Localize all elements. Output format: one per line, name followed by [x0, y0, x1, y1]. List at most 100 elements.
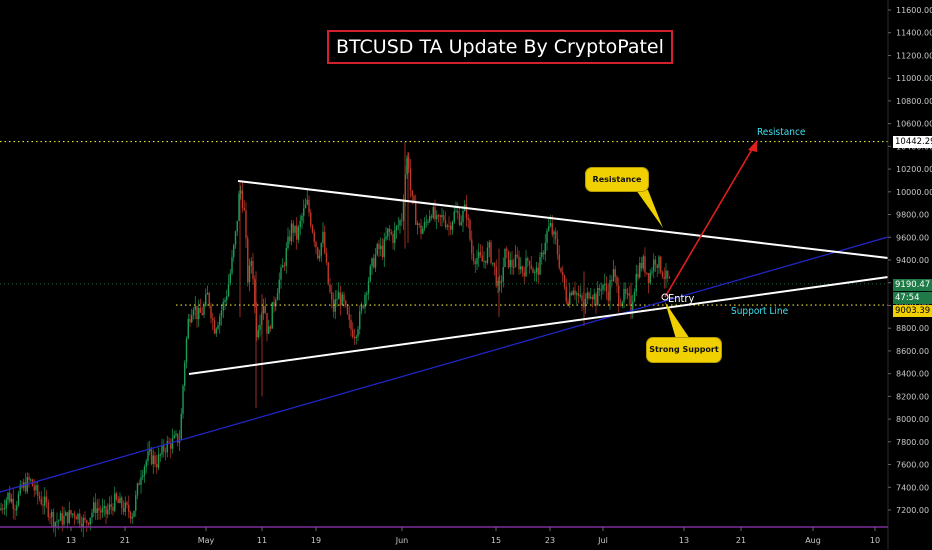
candle-body [72, 513, 74, 515]
candle-body [19, 484, 21, 494]
candle-body [395, 226, 398, 230]
candle-body [268, 326, 270, 334]
candle-body [535, 267, 538, 273]
candle-body [420, 224, 422, 234]
candle-body [227, 283, 230, 297]
resistance-trendline [237, 180, 889, 259]
candle-body [432, 207, 434, 218]
candle-body [500, 281, 503, 283]
candle-body [3, 508, 6, 510]
candle-body [511, 259, 513, 268]
candle-body [320, 243, 322, 256]
candle-body [625, 289, 627, 294]
candle-body [635, 273, 637, 292]
candle-body [103, 506, 105, 508]
candle-body [439, 215, 441, 218]
x-tick-label: May [198, 536, 215, 545]
candle-body [33, 486, 35, 491]
candle-body [348, 313, 350, 320]
candle-body [164, 451, 167, 453]
candle-body [317, 247, 319, 259]
candle-body [234, 231, 237, 245]
y-tick-label: 10800.00 [896, 97, 932, 106]
candle-body [96, 508, 98, 514]
candle-body [574, 290, 576, 295]
candle-body [63, 515, 65, 525]
y-tick-label: 9600.00 [896, 233, 929, 242]
candle-body [604, 283, 606, 285]
candle-body [184, 362, 186, 386]
candle-body [327, 262, 329, 285]
candle-body [236, 220, 238, 232]
candle-body [509, 259, 511, 268]
x-tick-label: 11 [257, 536, 267, 545]
candle-body [84, 517, 86, 521]
candle-body [423, 222, 426, 229]
candle-body [254, 279, 256, 307]
level-bottom-badge: 9003.39 [893, 305, 932, 317]
candle-body [366, 293, 368, 295]
candle-body [640, 262, 643, 269]
candle-body [457, 211, 459, 214]
candle-body [94, 502, 97, 514]
support-callout-pointer [665, 302, 690, 339]
y-tick-label: 7600.00 [896, 461, 929, 470]
candle-body [495, 266, 497, 286]
candle-body [632, 301, 634, 311]
x-tick-label: 13 [679, 536, 689, 545]
entry-label: Entry [668, 292, 695, 305]
candle-body [80, 523, 83, 528]
candle-body [166, 441, 168, 453]
candle-body [600, 289, 602, 291]
candle-body [623, 289, 625, 302]
candle-body [597, 287, 599, 306]
candle-body [210, 305, 212, 319]
candle-body [292, 223, 294, 233]
candle-body [437, 215, 440, 217]
countdown-badge: 47:54 [893, 292, 932, 304]
candle-body [303, 208, 305, 216]
candle-body [257, 330, 259, 338]
candle-body [45, 496, 48, 503]
candle-body [513, 266, 515, 268]
candle-body [534, 272, 536, 274]
candle-body [570, 292, 573, 295]
candle-body [653, 259, 655, 272]
candle-body [667, 270, 669, 278]
candle-body [0, 508, 2, 510]
candle-body [350, 319, 352, 330]
candle-body [283, 265, 286, 267]
y-tick-label: 8600.00 [896, 347, 929, 356]
candle-body [126, 502, 128, 505]
candle-body [187, 318, 189, 339]
candle-body [262, 306, 265, 314]
candle-body [37, 485, 39, 496]
level-top-badge: 10442.29 [893, 136, 932, 148]
candle-body [525, 258, 527, 277]
candle-body [569, 292, 571, 305]
candle-body [201, 312, 203, 316]
candle-body [117, 499, 119, 504]
candle-body [605, 283, 608, 292]
candle-body [161, 444, 163, 455]
candle-body [588, 292, 590, 299]
candle-body [82, 517, 84, 528]
candle-body [145, 461, 147, 467]
candle-body [493, 262, 496, 267]
candle-body [247, 238, 249, 283]
candle-body [563, 275, 566, 287]
y-tick-label: 10000.00 [896, 188, 932, 197]
candle-body [367, 281, 370, 294]
candle-body [654, 259, 657, 265]
y-tick-label: 10600.00 [896, 120, 932, 129]
candle-body [168, 441, 170, 443]
candle-body [318, 255, 321, 259]
candle-body [668, 277, 671, 279]
candle-body [79, 513, 81, 524]
candle-body [485, 260, 487, 263]
candle-body [17, 493, 20, 506]
candle-body [143, 466, 146, 476]
candle-body [443, 215, 445, 221]
candle-body [502, 267, 504, 282]
